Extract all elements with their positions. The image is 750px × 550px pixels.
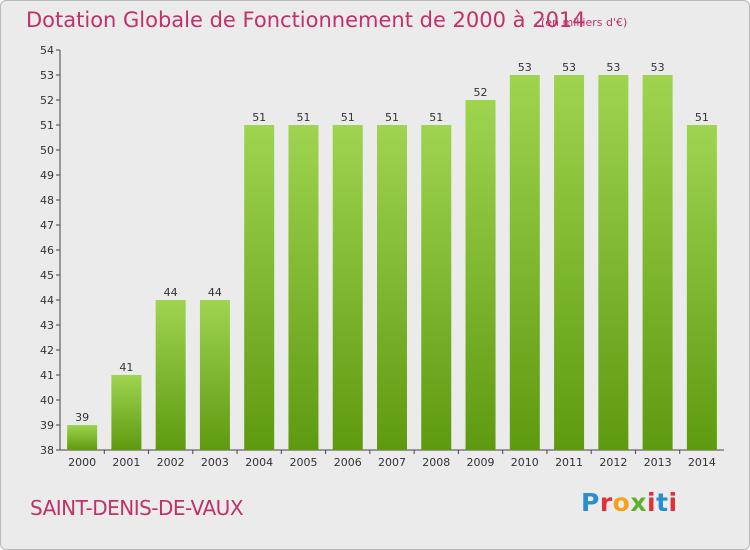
- commune-name: SAINT-DENIS-DE-VAUX: [30, 496, 244, 520]
- bar: [199, 300, 230, 450]
- x-tick-label: 2012: [599, 456, 627, 469]
- y-tick-label: 49: [40, 169, 54, 182]
- data-label: 51: [296, 111, 310, 124]
- bar: [332, 125, 363, 450]
- x-tick-label: 2004: [245, 456, 273, 469]
- data-label: 44: [208, 286, 222, 299]
- y-tick-label: 52: [40, 94, 54, 107]
- bar: [421, 125, 452, 450]
- y-tick-label: 50: [40, 144, 54, 157]
- logo-letter: i: [647, 488, 657, 517]
- x-tick-label: 2002: [157, 456, 185, 469]
- data-label: 51: [341, 111, 355, 124]
- logo-letter: P: [581, 488, 600, 517]
- y-tick-label: 44: [40, 294, 54, 307]
- y-tick-label: 39: [40, 419, 54, 432]
- bar: [642, 75, 673, 450]
- x-tick-label: 2014: [688, 456, 716, 469]
- data-label: 41: [119, 361, 133, 374]
- y-tick-label: 43: [40, 319, 54, 332]
- y-tick-label: 41: [40, 369, 54, 382]
- y-tick-label: 46: [40, 244, 54, 257]
- x-tick-label: 2005: [289, 456, 317, 469]
- logo-letter: t: [656, 488, 669, 517]
- data-label: 53: [518, 61, 532, 74]
- logo-letter: o: [612, 488, 631, 517]
- logo-letter: r: [599, 488, 613, 517]
- x-tick-label: 2007: [378, 456, 406, 469]
- data-label: 53: [651, 61, 665, 74]
- data-label: 53: [606, 61, 620, 74]
- data-label: 51: [252, 111, 266, 124]
- data-label: 53: [562, 61, 576, 74]
- y-tick-label: 42: [40, 344, 54, 357]
- y-tick-label: 53: [40, 69, 54, 82]
- x-tick-label: 2013: [644, 456, 672, 469]
- bar: [598, 75, 629, 450]
- bar: [288, 125, 319, 450]
- bar: [155, 300, 186, 450]
- bar: [111, 375, 142, 450]
- data-label: 44: [164, 286, 178, 299]
- bar: [377, 125, 407, 450]
- bar: [509, 75, 540, 450]
- x-tick-label: 2000: [68, 456, 96, 469]
- x-tick-label: 2010: [511, 456, 539, 469]
- y-tick-label: 40: [40, 394, 54, 407]
- bar: [686, 125, 717, 450]
- chart-title: Dotation Globale de Fonctionnement de 20…: [26, 8, 586, 32]
- data-label: 51: [385, 111, 399, 124]
- x-tick-label: 2006: [334, 456, 362, 469]
- data-label: 51: [429, 111, 443, 124]
- bar: [244, 125, 275, 450]
- y-tick-label: 38: [40, 444, 54, 457]
- data-label: 51: [695, 111, 709, 124]
- logo-letter: x: [630, 488, 647, 517]
- y-tick-label: 48: [40, 194, 54, 207]
- data-label: 39: [75, 411, 89, 424]
- x-tick-label: 2011: [555, 456, 583, 469]
- x-tick-label: 2003: [201, 456, 229, 469]
- bar: [554, 75, 585, 450]
- y-tick-label: 51: [40, 119, 54, 132]
- x-tick-label: 2009: [467, 456, 495, 469]
- logo-letter: i: [668, 488, 678, 517]
- proxiti-logo[interactable]: Proxiti: [581, 488, 678, 517]
- y-tick-label: 45: [40, 269, 54, 282]
- bar: [67, 425, 98, 450]
- bar: [465, 100, 496, 450]
- x-tick-label: 2001: [112, 456, 140, 469]
- x-tick-label: 2008: [422, 456, 450, 469]
- chart-subtitle: (en milliers d'€): [541, 16, 628, 29]
- y-tick-label: 47: [40, 219, 54, 232]
- y-tick-label: 54: [40, 44, 54, 57]
- data-label: 52: [474, 86, 488, 99]
